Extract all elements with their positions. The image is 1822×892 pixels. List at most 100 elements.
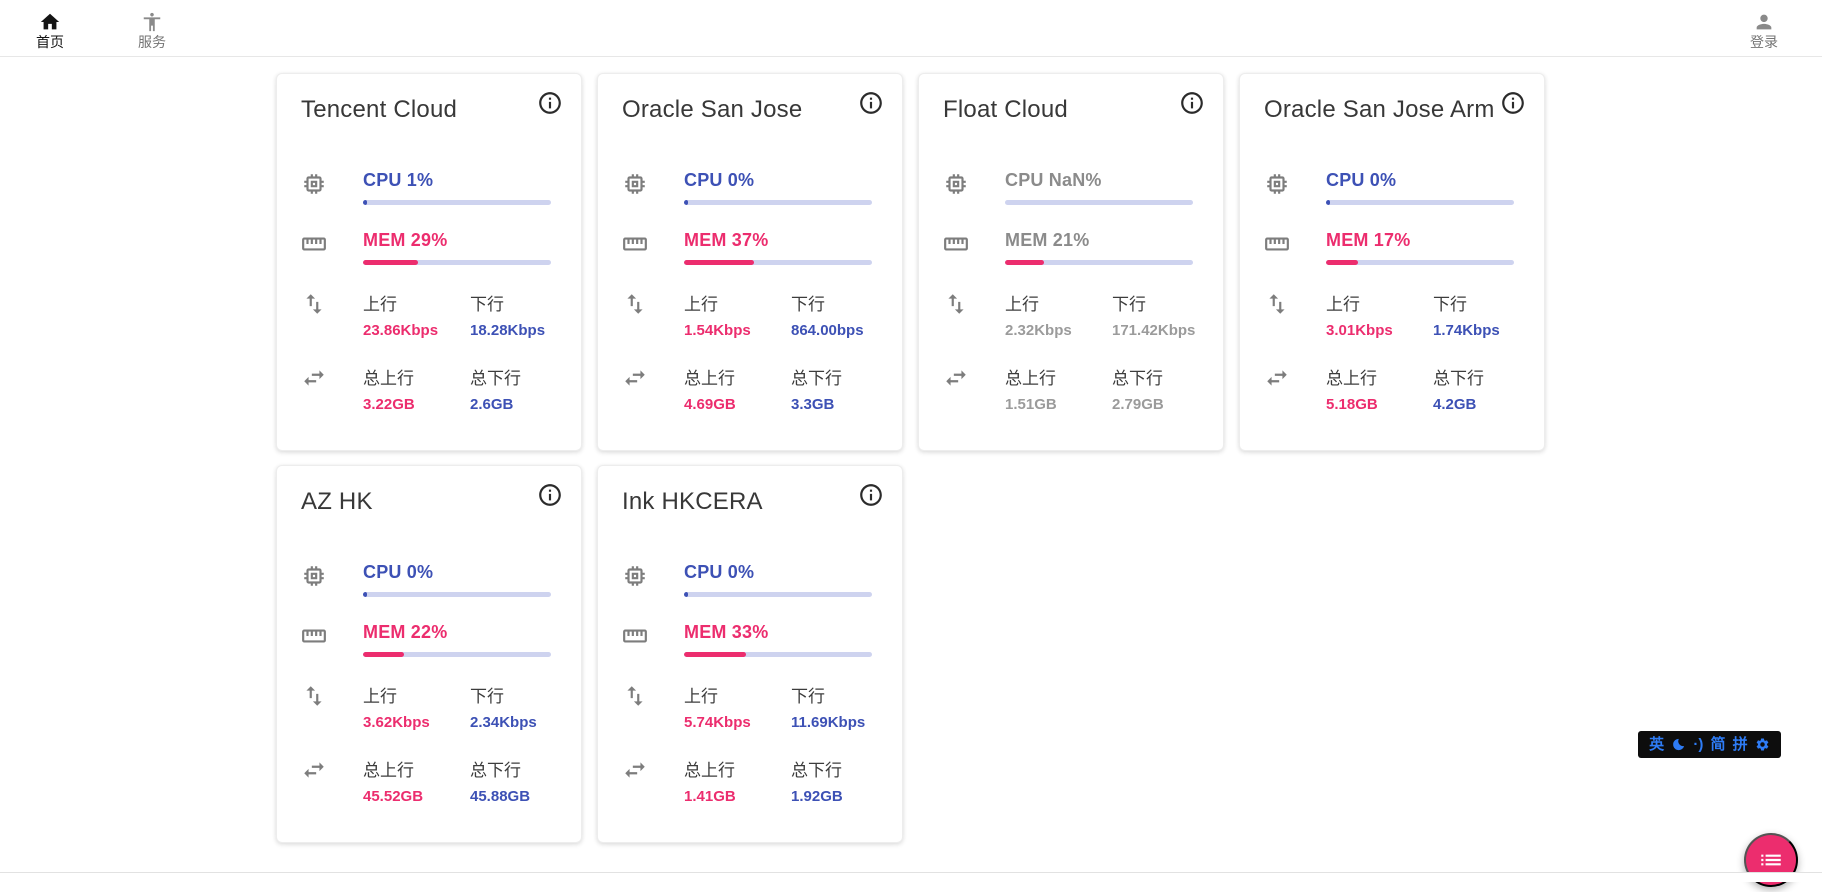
nav-item-services[interactable]: 服务 (138, 5, 166, 50)
swap-vertical-icon (622, 291, 648, 317)
nav-home-label: 首页 (36, 34, 64, 51)
download-label: 下行 (470, 295, 504, 314)
upload-label: 上行 (363, 295, 397, 314)
cpu-row: CPU 0% (301, 562, 557, 597)
cpu-usage-label: CPU 0% (363, 562, 434, 582)
nav-login-label: 登录 (1750, 34, 1778, 51)
swap-vertical-icon (301, 291, 327, 317)
total-traffic-row: 总上行 3.22GB 总下行 2.6GB (301, 364, 557, 413)
cpu-usage-label: CPU NaN% (1005, 170, 1102, 190)
upload-label: 上行 (363, 687, 397, 706)
total-download-value: 1.92GB (791, 788, 843, 805)
swap-horizontal-icon (622, 365, 648, 391)
speed-row: 上行 5.74Kbps 下行 11.69Kbps (622, 682, 878, 731)
total-download-value: 3.3GB (791, 396, 835, 413)
services-icon (143, 13, 161, 32)
download-value: 18.28Kbps (470, 322, 546, 339)
memory-ruler-icon (301, 623, 327, 649)
nav-services-label: 服务 (138, 34, 166, 51)
total-upload-value: 3.22GB (363, 396, 415, 413)
cpu-progress-fill (363, 200, 367, 205)
total-upload-value: 45.52GB (363, 788, 424, 805)
total-download: 总下行 45.88GB (470, 756, 577, 805)
nav-item-home[interactable]: 首页 (36, 5, 64, 50)
download-value: 864.00bps (791, 322, 864, 339)
punctuation-icon[interactable]: ·) (1693, 736, 1704, 753)
swap-vertical-icon (622, 683, 648, 709)
cpu-progress-fill (684, 200, 688, 205)
cpu-progress-fill (363, 592, 367, 597)
total-download-label: 总下行 (791, 761, 842, 780)
server-card: AZ HK CPU 0% (276, 465, 582, 843)
download-speed: 下行 18.28Kbps (470, 290, 577, 339)
download-label: 下行 (791, 687, 825, 706)
cpu-chip-icon (943, 171, 969, 197)
upload-speed: 上行 2.32Kbps (1005, 290, 1112, 339)
card-body: CPU 0% MEM 37% (622, 170, 878, 413)
total-download: 总下行 4.2GB (1433, 364, 1540, 413)
cpu-usage-label: CPU 0% (684, 562, 755, 582)
swap-vertical-icon (301, 683, 327, 709)
total-upload-label: 总上行 (363, 761, 414, 780)
total-download-label: 总下行 (1433, 369, 1484, 388)
upload-value: 2.32Kbps (1005, 322, 1072, 339)
total-upload: 总上行 5.18GB (1326, 364, 1433, 413)
total-upload-value: 4.69GB (684, 396, 736, 413)
mem-progress-track (1005, 260, 1193, 265)
gear-icon[interactable] (1755, 737, 1770, 752)
download-label: 下行 (470, 687, 504, 706)
memory-ruler-icon (943, 231, 969, 257)
server-name: Ink HKCERA (622, 488, 763, 515)
server-name: Float Cloud (943, 96, 1068, 123)
total-upload-value: 5.18GB (1326, 396, 1378, 413)
total-traffic-row: 总上行 1.51GB 总下行 2.79GB (943, 364, 1199, 413)
total-upload-value: 1.51GB (1005, 396, 1057, 413)
server-name: Oracle San Jose Arm (1264, 96, 1495, 123)
ime-simplified-toggle[interactable]: 简 (1710, 736, 1726, 753)
upload-value: 23.86Kbps (363, 322, 439, 339)
swap-horizontal-icon (943, 365, 969, 391)
info-icon[interactable] (1500, 90, 1526, 116)
total-upload-label: 总上行 (1005, 369, 1056, 388)
card-header: Float Cloud (943, 92, 1203, 124)
total-download: 总下行 3.3GB (791, 364, 898, 413)
card-body: CPU 0% MEM 33% (622, 562, 878, 805)
ime-language-toggle[interactable]: 英 (1649, 736, 1665, 753)
server-card: Ink HKCERA CPU 0% (597, 465, 903, 843)
nav-item-login[interactable]: 登录 (1750, 5, 1778, 50)
ime-pinyin-indicator[interactable]: 拼 (1732, 736, 1748, 753)
info-icon[interactable] (537, 90, 563, 116)
upload-speed: 上行 3.01Kbps (1326, 290, 1433, 339)
speed-row: 上行 2.32Kbps 下行 171.42Kbps (943, 290, 1199, 339)
swap-horizontal-icon (622, 757, 648, 783)
memory-ruler-icon (301, 231, 327, 257)
cpu-progress-fill (684, 592, 688, 597)
info-icon[interactable] (1179, 90, 1205, 116)
mem-progress-track (363, 260, 551, 265)
upload-label: 上行 (684, 687, 718, 706)
cpu-progress-fill (1326, 200, 1330, 205)
download-value: 1.74Kbps (1433, 322, 1500, 339)
mem-usage-label: MEM 22% (363, 622, 448, 642)
total-traffic-row: 总上行 4.69GB 总下行 3.3GB (622, 364, 878, 413)
download-label: 下行 (1112, 295, 1146, 314)
ime-status-bar: 英 ·) 简 拼 (1638, 731, 1781, 758)
mem-progress-fill (1326, 260, 1358, 265)
total-upload-label: 总上行 (1326, 369, 1377, 388)
total-upload: 总上行 1.41GB (684, 756, 791, 805)
info-icon[interactable] (858, 90, 884, 116)
download-speed: 下行 1.74Kbps (1433, 290, 1540, 339)
mem-usage-label: MEM 17% (1326, 230, 1411, 250)
card-body: CPU NaN% MEM 21% (943, 170, 1199, 413)
moon-icon[interactable] (1671, 737, 1686, 752)
total-upload: 总上行 3.22GB (363, 364, 470, 413)
info-icon[interactable] (858, 482, 884, 508)
upload-label: 上行 (1326, 295, 1360, 314)
home-icon (40, 14, 60, 30)
info-icon[interactable] (537, 482, 563, 508)
card-header: Tencent Cloud (301, 92, 561, 124)
cpu-progress-track (1005, 200, 1193, 205)
card-body: CPU 0% MEM 22% (301, 562, 557, 805)
upload-speed: 上行 3.62Kbps (363, 682, 470, 731)
cpu-row: CPU NaN% (943, 170, 1199, 205)
